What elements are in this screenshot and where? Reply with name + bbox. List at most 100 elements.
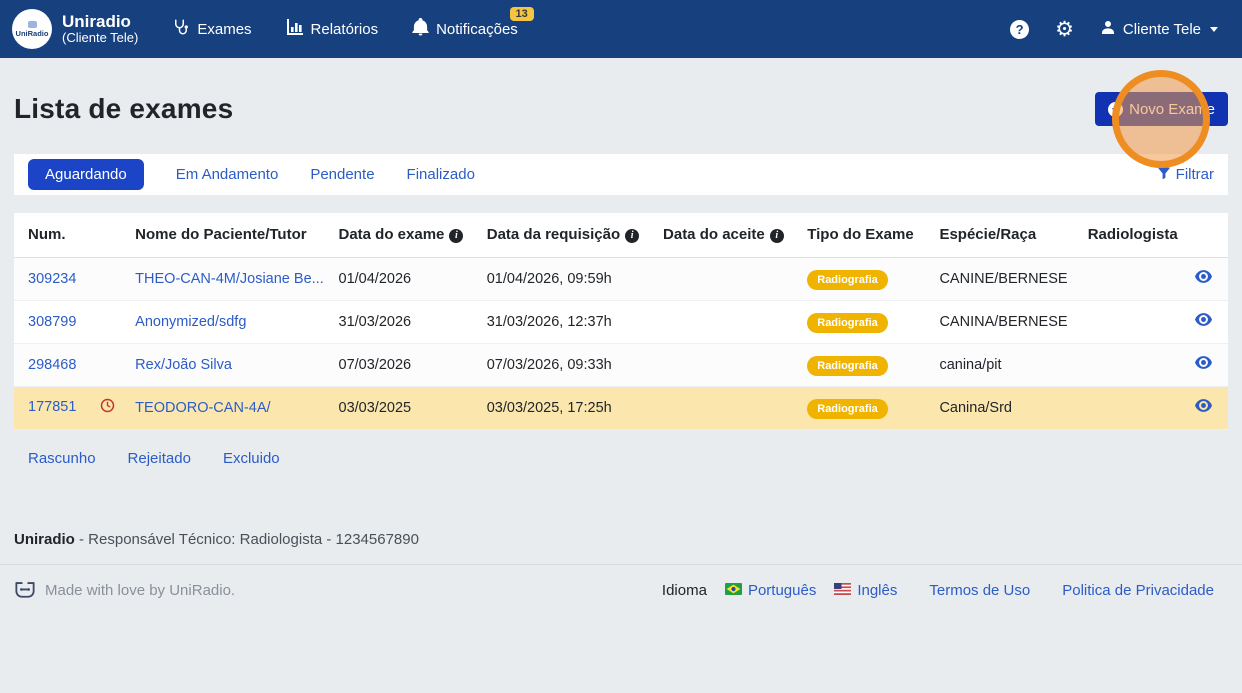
brand[interactable]: UniRadio Uniradio (Cliente Tele) bbox=[12, 9, 138, 49]
column-header: Data da requisição i bbox=[472, 213, 650, 258]
accept-date bbox=[649, 386, 794, 430]
patient-name-link[interactable]: Rex/João Silva bbox=[135, 356, 232, 373]
user-menu[interactable]: Cliente Tele bbox=[1100, 19, 1218, 39]
uniradio-footer-icon bbox=[14, 579, 36, 603]
column-header: Tipo do Exame bbox=[793, 213, 926, 258]
column-header: Radiologista bbox=[1073, 213, 1228, 258]
request-date: 07/03/2026, 09:33h bbox=[472, 343, 650, 387]
help-icon[interactable]: ? bbox=[1010, 19, 1030, 39]
request-date: 31/03/2026, 12:37h bbox=[472, 300, 650, 344]
view-exam-eye-icon[interactable] bbox=[1195, 313, 1212, 330]
exam-number-link[interactable]: 308799 bbox=[28, 313, 77, 330]
responsible-text: - Responsável Técnico: Radiologista - 12… bbox=[74, 530, 419, 548]
filter-button[interactable]: Filtrar bbox=[1157, 166, 1214, 184]
table-row[interactable]: 308799 Anonymized/sdfg 31/03/2026 31/03/… bbox=[14, 300, 1228, 344]
user-name: Cliente Tele bbox=[1122, 20, 1201, 38]
status-link-rejeitado[interactable]: Rejeitado bbox=[127, 449, 191, 467]
request-date: 03/03/2025, 17:25h bbox=[472, 386, 650, 430]
table-row[interactable]: 177851 TEODORO-CAN-4A/ 03/03/2025 03/03/… bbox=[14, 386, 1228, 430]
patient-name-link[interactable]: THEO-CAN-4M/Josiane Be... bbox=[135, 270, 324, 287]
view-exam-eye-icon[interactable] bbox=[1195, 270, 1212, 287]
status-link-excluido[interactable]: Excluido bbox=[222, 449, 280, 467]
footer-divider bbox=[0, 563, 1242, 565]
logo-mark bbox=[27, 20, 37, 28]
notifications-count-badge: 13 bbox=[509, 7, 534, 21]
filter-label: Filtrar bbox=[1175, 166, 1214, 183]
exam-number-link[interactable]: 298468 bbox=[28, 356, 77, 373]
status-tabs-bar: Aguardando Em Andamento Pendente Finalizado… bbox=[14, 154, 1228, 195]
made-with-text: Made with love by UniRadio. bbox=[45, 582, 236, 599]
status-link-rascunho[interactable]: Rascunho bbox=[28, 449, 96, 467]
language-english[interactable]: Inglês bbox=[834, 582, 897, 599]
gear-icon[interactable]: ⚙ bbox=[1055, 17, 1074, 41]
nav-item-label: Exames bbox=[197, 20, 252, 38]
accept-date bbox=[649, 257, 794, 301]
status-links: Rascunho Rejeitado Excluido bbox=[28, 450, 1228, 467]
bar-chart-icon bbox=[286, 18, 304, 40]
exam-type-badge: Radiografia bbox=[807, 312, 888, 333]
usa-flag-icon bbox=[834, 582, 852, 599]
language-portuguese[interactable]: Português bbox=[724, 582, 817, 599]
exam-number-link[interactable]: 177851 bbox=[28, 399, 77, 415]
patient-name-link[interactable]: Anonymized/sdfg bbox=[135, 313, 247, 330]
stethoscope-icon bbox=[172, 18, 190, 40]
user-icon bbox=[1100, 19, 1116, 39]
accept-date bbox=[649, 343, 794, 387]
exam-number-link[interactable]: 309234 bbox=[28, 270, 77, 287]
nav-item-relatorios[interactable]: Relatórios bbox=[286, 18, 379, 40]
exam-date: 31/03/2026 bbox=[324, 300, 473, 344]
brand-title: Uniradio bbox=[62, 11, 131, 31]
plus-circle-icon: + bbox=[1108, 101, 1124, 117]
new-exam-button[interactable]: + Novo Exame bbox=[1095, 92, 1228, 126]
nav-item-label: Relatórios bbox=[310, 20, 379, 38]
terms-of-use-link[interactable]: Termos de Uso bbox=[929, 582, 1031, 599]
tab-finalizado[interactable]: Finalizado bbox=[406, 165, 475, 183]
request-date: 01/04/2026, 09:59h bbox=[472, 257, 650, 301]
exam-type-badge: Radiografia bbox=[807, 269, 888, 290]
top-navbar: UniRadio Uniradio (Cliente Tele) Exames bbox=[0, 0, 1242, 58]
brazil-flag-icon bbox=[724, 582, 742, 599]
species-breed: Canina/Srd bbox=[925, 386, 1074, 430]
column-header: Espécie/Raça bbox=[925, 213, 1074, 258]
tab-pendente[interactable]: Pendente bbox=[310, 165, 375, 183]
exam-table: Num. Nome do Paciente/Tutor Data do exame i… bbox=[14, 213, 1228, 430]
page-title: Lista de exames bbox=[14, 93, 234, 124]
view-exam-eye-icon[interactable] bbox=[1195, 399, 1212, 416]
column-header: Num. bbox=[14, 213, 122, 258]
info-icon[interactable]: i bbox=[625, 228, 640, 243]
language-option-label: Inglês bbox=[857, 582, 898, 599]
nav-item-label: Notificações bbox=[436, 20, 518, 38]
tab-em-andamento[interactable]: Em Andamento bbox=[175, 165, 279, 183]
brand-subtitle: (Cliente Tele) bbox=[62, 30, 139, 46]
nav-item-exames[interactable]: Exames bbox=[172, 18, 252, 40]
exam-date: 07/03/2026 bbox=[324, 343, 473, 387]
column-header: Nome do Paciente/Tutor bbox=[121, 213, 325, 258]
exam-date: 01/04/2026 bbox=[324, 257, 473, 301]
species-breed: canina/pit bbox=[925, 343, 1074, 387]
exam-date: 03/03/2025 bbox=[324, 386, 473, 430]
funnel-icon bbox=[1157, 166, 1171, 184]
species-breed: CANINE/BERNESE bbox=[925, 257, 1074, 301]
new-exam-label: Novo Exame bbox=[1129, 100, 1215, 118]
exam-type-badge: Radiografia bbox=[807, 398, 888, 419]
table-row[interactable]: 298468 Rex/João Silva 07/03/2026 07/03/2… bbox=[14, 343, 1228, 387]
info-icon[interactable]: i bbox=[769, 228, 784, 243]
language-label: Idioma bbox=[661, 582, 707, 599]
caret-down-icon bbox=[1210, 26, 1218, 32]
exam-type-badge: Radiografia bbox=[807, 355, 888, 376]
language-option-label: Português bbox=[747, 582, 817, 599]
bottom-bar: Made with love by UniRadio. Idioma Portu… bbox=[0, 565, 1242, 617]
tab-aguardando[interactable]: Aguardando bbox=[28, 158, 144, 190]
responsible-line: Uniradio - Responsável Técnico: Radiolog… bbox=[14, 531, 1228, 548]
privacy-policy-link[interactable]: Politica de Privacidade bbox=[1062, 582, 1214, 599]
uniradio-logo: UniRadio bbox=[12, 9, 52, 49]
view-exam-eye-icon[interactable] bbox=[1195, 356, 1212, 373]
responsible-brand: Uniradio bbox=[14, 530, 75, 548]
logo-text: UniRadio bbox=[15, 28, 49, 38]
column-header: Data do exame i bbox=[324, 213, 473, 258]
column-header: Data do aceite i bbox=[649, 213, 794, 258]
table-row[interactable]: 309234 THEO-CAN-4M/Josiane Be... 01/04/2… bbox=[14, 257, 1228, 301]
nav-item-notificacoes[interactable]: Notificações 13 bbox=[412, 7, 534, 40]
patient-name-link[interactable]: TEODORO-CAN-4A/ bbox=[135, 399, 271, 416]
info-icon[interactable]: i bbox=[449, 228, 464, 243]
